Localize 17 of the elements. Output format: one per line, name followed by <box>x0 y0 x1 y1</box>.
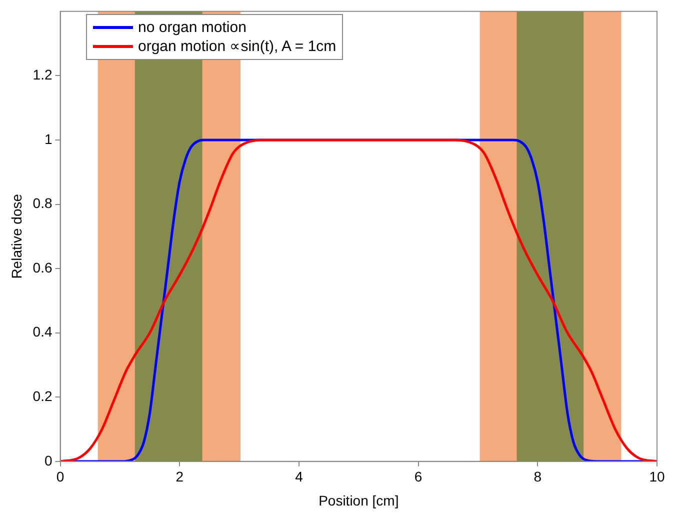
y-tick-label: 0.8 <box>32 195 52 212</box>
legend-label: no organ motion <box>138 18 246 37</box>
legend-label: organ motion ∝sin(t), A = 1cm <box>138 37 336 56</box>
y-tick-label: 0 <box>44 452 52 468</box>
y-tick-label: 1.2 <box>32 66 52 83</box>
y-tick-label: 0.6 <box>32 259 52 276</box>
y-axis-title: Relative dose <box>8 194 24 279</box>
x-tick-label: 6 <box>414 468 422 485</box>
x-tick-label: 0 <box>56 468 64 485</box>
x-tick-label: 8 <box>534 468 542 485</box>
y-tick-label: 0.2 <box>32 388 52 404</box>
y-tick-label: 1 <box>44 130 52 147</box>
x-tick-label: 2 <box>176 468 184 485</box>
x-axis-title: Position [cm] <box>318 492 399 508</box>
y-tick-label: 0.4 <box>32 324 52 340</box>
x-tick-label: 10 <box>649 468 665 485</box>
x-tick-label: 4 <box>295 468 304 485</box>
